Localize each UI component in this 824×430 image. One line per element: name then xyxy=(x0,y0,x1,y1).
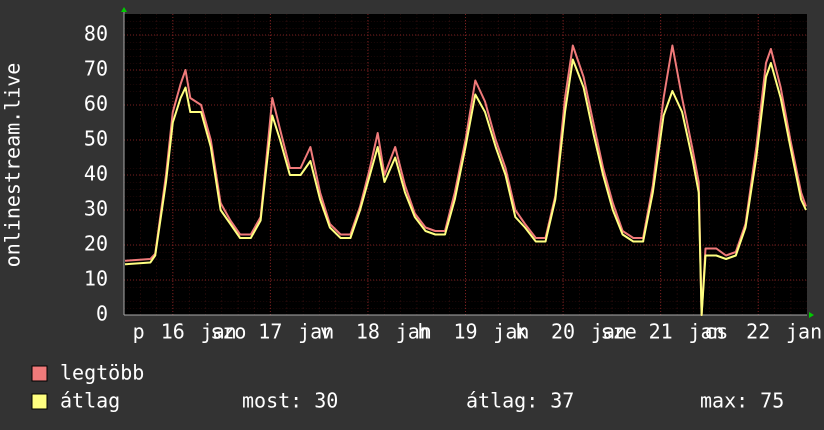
x-tick-label: szo xyxy=(210,320,246,344)
x-tick-label: sze xyxy=(601,320,637,344)
stat-value: 30 xyxy=(314,389,338,413)
legend-label: átlag xyxy=(60,389,120,413)
x-tick-label: jan xyxy=(396,320,432,344)
x-tick-label: jan xyxy=(688,320,724,344)
x-tick-label: h xyxy=(418,320,430,344)
x-tick-label: jan xyxy=(298,320,334,344)
y-tick-label: 0 xyxy=(96,302,108,326)
x-tick-label: cs xyxy=(704,320,728,344)
legend-swatch xyxy=(31,365,48,382)
x-tick-label: p xyxy=(133,320,145,344)
y-tick-label: 30 xyxy=(84,197,108,221)
y-tick-label: 80 xyxy=(84,22,108,46)
series-line xyxy=(124,58,807,316)
y-tick-label: 20 xyxy=(84,232,108,256)
y-tick-label: 70 xyxy=(84,57,108,81)
y-tick-label: 60 xyxy=(84,92,108,116)
x-tick-label: 22 xyxy=(746,320,770,344)
legend-swatch xyxy=(31,393,48,410)
x-tick-label: v xyxy=(320,320,332,344)
stat-label: max: xyxy=(700,389,748,413)
stat-value: 75 xyxy=(760,389,784,413)
x-tick-label: 20 xyxy=(551,320,575,344)
x-tick-label: 18 xyxy=(356,320,380,344)
x-tick-label: 19 xyxy=(453,320,477,344)
stat-label: most: xyxy=(242,389,302,413)
x-tick-label: jan xyxy=(786,320,822,344)
y-tick-label: 50 xyxy=(84,127,108,151)
stat-value: 37 xyxy=(550,389,574,413)
y-axis-label: onlinestream.live xyxy=(1,63,25,268)
y-tick-label: 10 xyxy=(84,267,108,291)
stat-label: átlag: xyxy=(466,389,538,413)
x-tick-label: 21 xyxy=(649,320,673,344)
y-tick-label: 40 xyxy=(84,162,108,186)
y-axis-arrow xyxy=(121,7,127,12)
legend-label: legtöbb xyxy=(60,361,144,385)
x-tick-label: k xyxy=(515,320,527,344)
x-tick-label: 17 xyxy=(258,320,282,344)
x-tick-label: jan xyxy=(201,320,237,344)
x-axis-arrow xyxy=(809,312,814,318)
x-tick-label: jan xyxy=(591,320,627,344)
x-tick-label: 16 xyxy=(161,320,185,344)
x-tick-label: jan xyxy=(493,320,529,344)
